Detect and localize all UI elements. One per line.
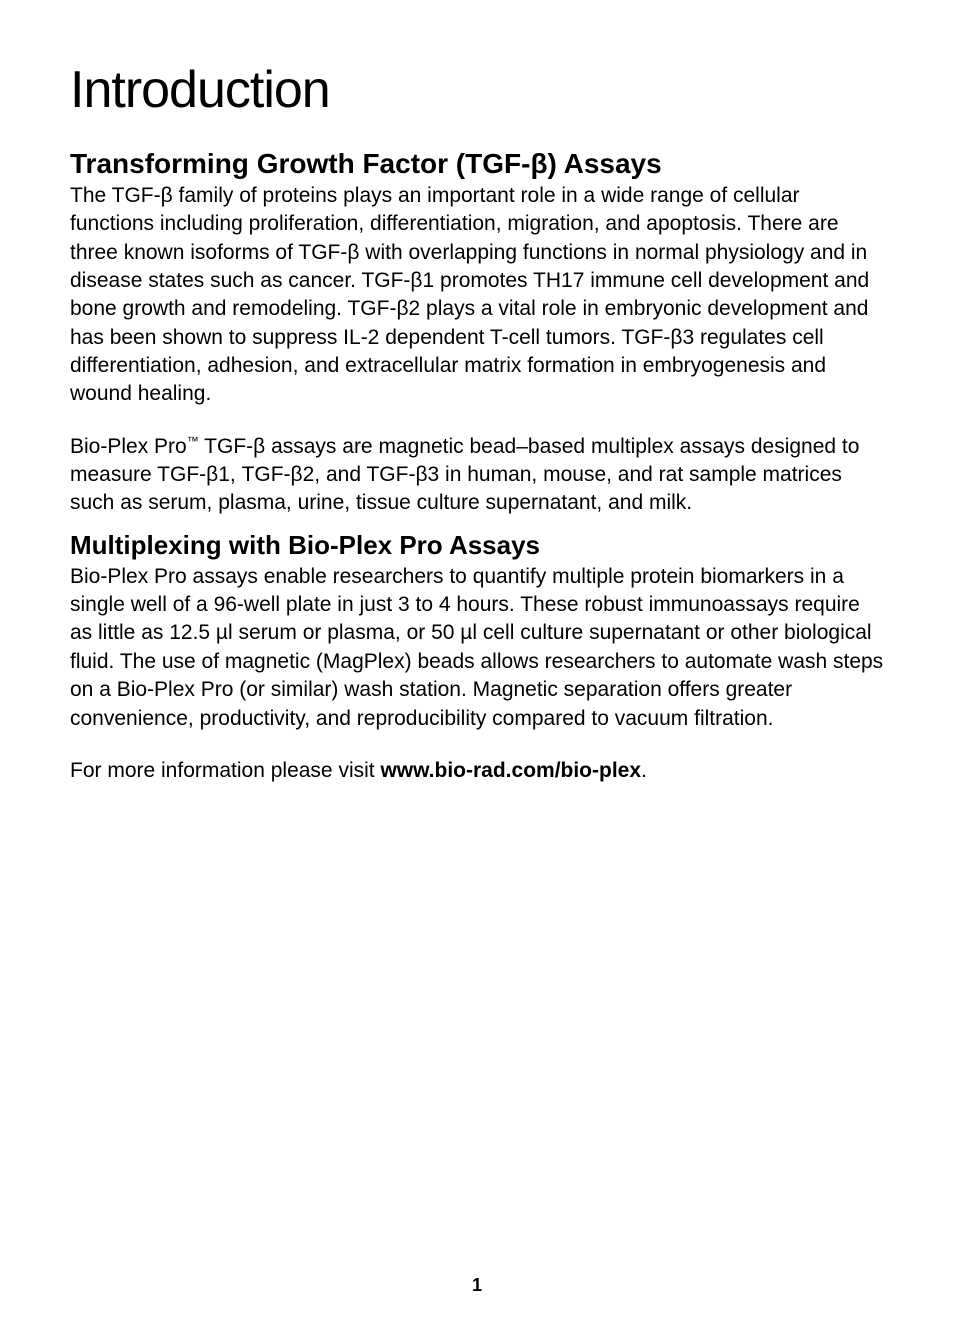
text-prefix: For more information please visit [70,759,380,782]
section-tgf-assays: Transforming Growth Factor (TGF-β) Assay… [70,148,884,518]
page-title: Introduction [70,60,884,120]
page-number: 1 [472,1275,482,1296]
body-paragraph: The TGF-β family of proteins plays an im… [70,182,884,409]
body-paragraph: Bio-Plex Pro™ TGF-β assays are magnetic … [70,433,884,518]
url-text: www.bio-rad.com/bio-plex [380,759,641,782]
trademark-symbol: ™ [187,434,199,448]
section-heading-tgf: Transforming Growth Factor (TGF-β) Assay… [70,148,884,180]
body-paragraph: Bio-Plex Pro assays enable researchers t… [70,563,884,733]
section-multiplexing: Multiplexing with Bio-Plex Pro Assays Bi… [70,530,884,785]
text-prefix: Bio-Plex Pro [70,435,187,458]
body-paragraph: For more information please visit www.bi… [70,757,884,785]
text-suffix: . [641,759,647,782]
section-heading-multiplex: Multiplexing with Bio-Plex Pro Assays [70,530,884,561]
